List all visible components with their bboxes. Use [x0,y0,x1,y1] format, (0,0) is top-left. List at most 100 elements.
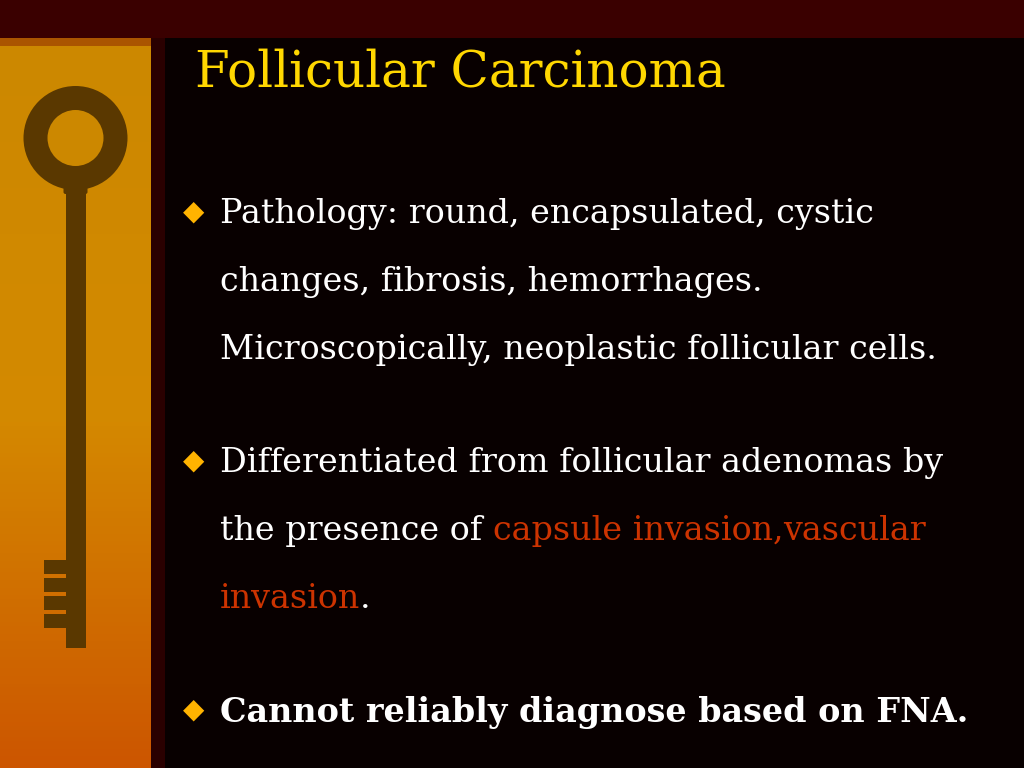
Bar [0,445,151,449]
Bar [0,346,151,349]
Bar [0,142,151,146]
Bar [0,714,151,718]
Bar [0,499,151,503]
Bar [0,234,151,238]
Bar [0,630,151,634]
Bar [0,238,151,242]
Bar [0,77,151,81]
Bar [0,276,151,280]
Bar [0,123,151,127]
Bar [0,46,151,50]
Circle shape [24,86,128,190]
Bar [0,492,151,495]
Bar [0,284,151,288]
Bar [0,641,151,645]
Bar [0,372,151,376]
Bar [0,396,151,399]
Bar [0,330,151,334]
Bar [0,323,151,326]
Bar [0,526,151,530]
Bar [0,342,151,346]
Bar [0,84,151,88]
Bar [0,119,151,123]
Bar [0,81,151,84]
Bar [0,184,151,188]
Bar [0,730,151,733]
Bar [0,407,151,411]
Bar [0,710,151,714]
Text: vascular: vascular [783,515,926,547]
Bar [0,660,151,664]
Bar [0,31,151,35]
Bar [0,753,151,756]
Bar [0,384,151,388]
Bar [0,576,151,580]
Bar [0,38,151,42]
Bar [0,733,151,737]
Bar [0,369,151,372]
Text: invasion: invasion [220,583,360,615]
Bar [0,749,151,753]
Bar [0,561,151,564]
Bar [0,534,151,538]
Bar [0,603,151,607]
Bar [0,357,151,361]
Bar [0,230,151,234]
Bar [0,127,151,131]
Bar [0,326,151,330]
Bar [0,265,151,269]
Bar [0,572,151,576]
Bar [0,618,151,622]
Bar [0,311,151,315]
Bar [0,219,151,223]
Bar [0,23,151,27]
Bar [0,307,151,311]
Bar [0,722,151,726]
Bar [0,611,151,614]
Bar [0,242,151,246]
Bar [0,672,151,676]
Text: .: . [360,583,371,615]
Bar [0,273,151,276]
Bar [0,204,151,207]
Bar [0,703,151,707]
Bar [0,253,151,257]
Bar [0,15,151,19]
Bar [0,180,151,184]
Bar [0,726,151,730]
Bar [0,503,151,507]
Bar [0,438,151,442]
Bar [0,61,151,65]
Bar [0,541,151,545]
Bar [0,580,151,584]
Bar [0,0,1024,38]
Bar [43,614,66,628]
Bar [0,568,151,572]
Bar [0,476,151,480]
Bar [0,150,151,154]
Text: Follicular Carcinoma: Follicular Carcinoma [195,48,726,98]
Text: ◆: ◆ [183,696,205,724]
Bar [0,319,151,323]
Bar [0,100,151,104]
Bar [0,257,151,261]
Bar [0,261,151,265]
Bar [0,699,151,703]
Bar [0,27,151,31]
Bar [0,19,151,23]
Bar [0,422,151,426]
Bar [0,614,151,618]
Bar [0,764,151,768]
Bar [0,365,151,369]
Bar [0,65,151,69]
Bar [43,596,66,610]
Bar [0,315,151,319]
Bar [0,465,151,468]
Circle shape [47,110,103,166]
FancyBboxPatch shape [63,165,87,194]
Bar [0,361,151,365]
Bar [0,484,151,488]
Bar [0,196,151,200]
Bar [0,154,151,157]
Bar [0,549,151,553]
